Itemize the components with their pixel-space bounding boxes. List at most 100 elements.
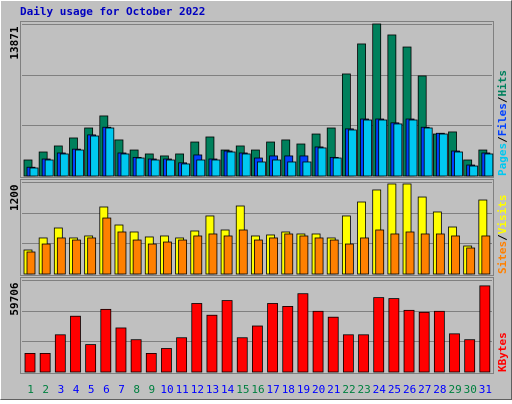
bar — [26, 251, 36, 275]
bar — [469, 165, 479, 177]
bar — [254, 239, 263, 275]
bar — [433, 310, 445, 373]
x-tick-label: 24 — [373, 383, 387, 396]
bar — [378, 119, 388, 177]
bar — [327, 316, 339, 373]
bar — [358, 334, 369, 373]
bar — [147, 243, 157, 275]
bar — [24, 353, 36, 373]
bar — [317, 147, 327, 177]
legend: KBytes — [496, 332, 509, 372]
bar — [206, 314, 218, 373]
bar — [102, 217, 112, 275]
legend-separator: / — [496, 234, 509, 241]
x-tick-label: 22 — [342, 383, 355, 396]
bar — [438, 133, 448, 177]
y-tick-label: 1200 — [8, 185, 21, 212]
x-tick-label: 21 — [327, 383, 340, 396]
x-tick-label: 5 — [88, 383, 95, 396]
bar — [257, 161, 266, 177]
bar — [29, 167, 39, 177]
bar — [272, 159, 281, 177]
bar — [226, 151, 236, 177]
bar — [481, 235, 491, 275]
x-tick-label: 11 — [176, 383, 189, 396]
bar — [297, 293, 309, 373]
bar — [70, 315, 81, 373]
bar — [435, 233, 445, 275]
bar — [287, 161, 297, 177]
x-tick-label: 9 — [149, 383, 156, 396]
bar — [375, 229, 385, 275]
bar — [344, 243, 354, 275]
bar — [181, 163, 191, 177]
legend-entry: KBytes — [496, 332, 509, 372]
bar — [211, 159, 221, 177]
bar — [132, 239, 142, 275]
bar — [312, 310, 324, 373]
bar — [75, 149, 84, 177]
bar — [115, 327, 127, 373]
bar — [90, 135, 100, 177]
x-tick-label: 10 — [160, 383, 173, 396]
bar — [464, 339, 476, 373]
bar — [454, 151, 463, 177]
bar — [120, 153, 130, 177]
x-tick-label: 12 — [191, 383, 204, 396]
bar — [241, 153, 251, 177]
bar — [44, 159, 54, 177]
x-tick-label: 26 — [403, 383, 416, 396]
bar — [403, 309, 415, 373]
bar — [252, 325, 263, 373]
bar — [59, 153, 69, 177]
legend-separator: / — [496, 96, 509, 103]
bar — [221, 300, 233, 373]
x-tick-label: 14 — [221, 383, 235, 396]
bar — [238, 229, 248, 275]
x-tick-label: 7 — [118, 383, 125, 396]
legend-entry: Pages — [496, 143, 509, 176]
x-tick-label: 8 — [133, 383, 140, 396]
bar — [393, 123, 403, 177]
bar — [332, 157, 342, 177]
x-tick-label: 13 — [206, 383, 219, 396]
bar — [176, 337, 188, 373]
bar — [163, 241, 172, 275]
bar — [302, 161, 312, 177]
bar — [135, 157, 145, 177]
bar — [41, 243, 51, 275]
bar — [466, 247, 476, 275]
x-tick-label: 29 — [448, 383, 461, 396]
bar — [388, 298, 400, 373]
chart-title: Daily usage for October 2022 — [20, 5, 205, 18]
legend: Pages/Files/Hits — [496, 70, 509, 176]
legend-entry: Sites — [496, 241, 509, 274]
y-tick-label: 13871 — [8, 26, 21, 59]
bar — [408, 119, 418, 177]
x-tick-label: 30 — [464, 383, 477, 396]
bar — [479, 285, 491, 373]
bar — [282, 306, 294, 373]
x-tick-label: 18 — [282, 383, 295, 396]
bar — [363, 119, 372, 177]
bar — [145, 353, 157, 373]
bar — [484, 153, 494, 177]
bar — [451, 235, 460, 275]
bar — [236, 337, 248, 373]
bar — [360, 237, 369, 275]
bar — [161, 348, 172, 373]
bar — [284, 233, 294, 275]
bar — [85, 344, 97, 373]
bar — [269, 237, 278, 275]
bar — [420, 233, 430, 275]
y-tick-label: 59706 — [8, 282, 21, 315]
bar — [223, 235, 233, 275]
bar — [193, 235, 203, 275]
legend: Sites/Visits — [496, 195, 509, 275]
x-tick-label: 31 — [479, 383, 492, 396]
bar — [314, 237, 324, 275]
bar — [390, 233, 400, 275]
x-tick-label: 23 — [358, 383, 371, 396]
